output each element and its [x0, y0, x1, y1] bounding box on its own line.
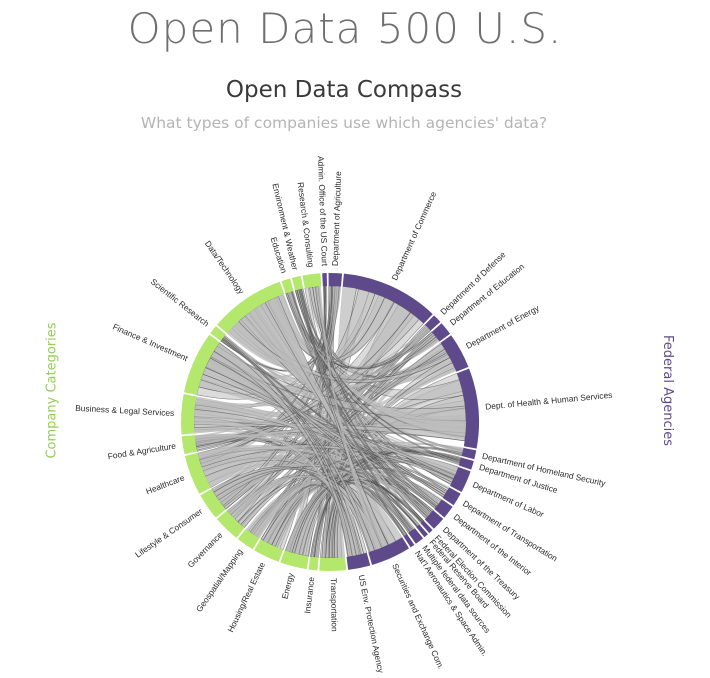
arc-department-of-justice[interactable]	[458, 457, 474, 470]
arc-dept-of-health-human-services[interactable]	[456, 368, 479, 449]
label-healthcare: Healthcare	[144, 472, 186, 496]
chord-ribbon[interactable]	[290, 291, 461, 464]
label-data-technology: Data/Technology	[203, 239, 247, 297]
arc-healthcare[interactable]	[184, 452, 211, 494]
arc-department-of-the-treasury[interactable]	[424, 510, 444, 529]
arc-governance[interactable]	[216, 510, 245, 538]
arc-department-of-labor[interactable]	[450, 467, 471, 493]
arc-finance-investment[interactable]	[184, 334, 220, 395]
label-business-legal-services: Business & Legal Services	[75, 403, 175, 418]
arc-insurance[interactable]	[308, 556, 319, 571]
chart-title: Open Data Compass	[225, 77, 463, 103]
arc-department-of-defense[interactable]	[424, 315, 441, 331]
arc-business-legal-services[interactable]	[180, 394, 197, 435]
arc-education[interactable]	[281, 278, 294, 294]
chord-ribbon[interactable]	[222, 336, 361, 556]
chord-arcs	[180, 273, 479, 571]
arc-department-of-homeland-security[interactable]	[461, 447, 477, 460]
label-governance: Governance	[185, 530, 224, 570]
label-lifestyle-consumer: Lifestyle & Consumer	[133, 506, 204, 560]
arc-data-technology[interactable]	[217, 281, 285, 334]
arc-research-consulting[interactable]	[302, 273, 322, 289]
label-us-env-protection-agency: US Env. Protection Agency	[357, 574, 387, 675]
arc-department-of-energy[interactable]	[440, 335, 469, 372]
arc-housing-real-estate[interactable]	[254, 539, 284, 562]
arc-multiple-federal-data-sources[interactable]	[408, 528, 424, 544]
label-scientific-research: Scientific Research	[149, 276, 212, 328]
chart-subtitle: What types of companies use which agenci…	[140, 114, 548, 132]
chord-ribbon[interactable]	[194, 434, 413, 532]
label-transportation: Transportation	[329, 578, 340, 632]
label-research-consulting: Research & Consulting	[296, 182, 317, 269]
label-department-of-commerce: Department of Commerce	[389, 190, 438, 282]
site-title: Open Data 500 U.S.	[127, 4, 563, 53]
arc-department-of-the-interior[interactable]	[434, 499, 453, 518]
arc-scientific-research[interactable]	[210, 326, 226, 341]
arc-department-of-agriculture[interactable]	[328, 273, 343, 287]
label-insurance: Insurance	[302, 576, 316, 614]
arc-geospatial-mapping[interactable]	[237, 528, 260, 550]
arc-federal-reserve-board[interactable]	[416, 524, 428, 538]
arc-securities-and-exchange-com[interactable]	[368, 537, 410, 565]
label-finance-investment: Finance & Investment	[111, 321, 190, 363]
arc-environment-weather[interactable]	[291, 275, 304, 291]
arc-transportation[interactable]	[319, 557, 347, 571]
arc-lifestyle-consumer[interactable]	[200, 489, 226, 518]
label-department-of-agriculture: Department of Agriculture	[330, 171, 343, 267]
arc-department-of-transportation[interactable]	[442, 487, 461, 506]
arc-department-of-commerce[interactable]	[342, 273, 433, 324]
chord-ribbons	[193, 285, 467, 559]
label-dept-of-health-human-services: Dept. of Health & Human Services	[485, 390, 613, 412]
arc-federal-election-commission[interactable]	[420, 520, 433, 534]
arc-energy[interactable]	[280, 550, 309, 570]
arc-nat-l-aeronautics-space-admin[interactable]	[403, 534, 415, 548]
arc-us-env-protection-agency[interactable]	[346, 552, 371, 570]
arc-food-agriculture[interactable]	[181, 435, 198, 455]
label-admin-office-of-the-us-court: Admin. Office of the US Court	[316, 156, 330, 267]
label-food-agriculture: Food & Agriculture	[107, 441, 177, 462]
label-energy: Energy	[280, 571, 296, 600]
arc-admin-office-of-the-us-court[interactable]	[322, 273, 328, 287]
arc-department-of-education[interactable]	[431, 323, 451, 342]
